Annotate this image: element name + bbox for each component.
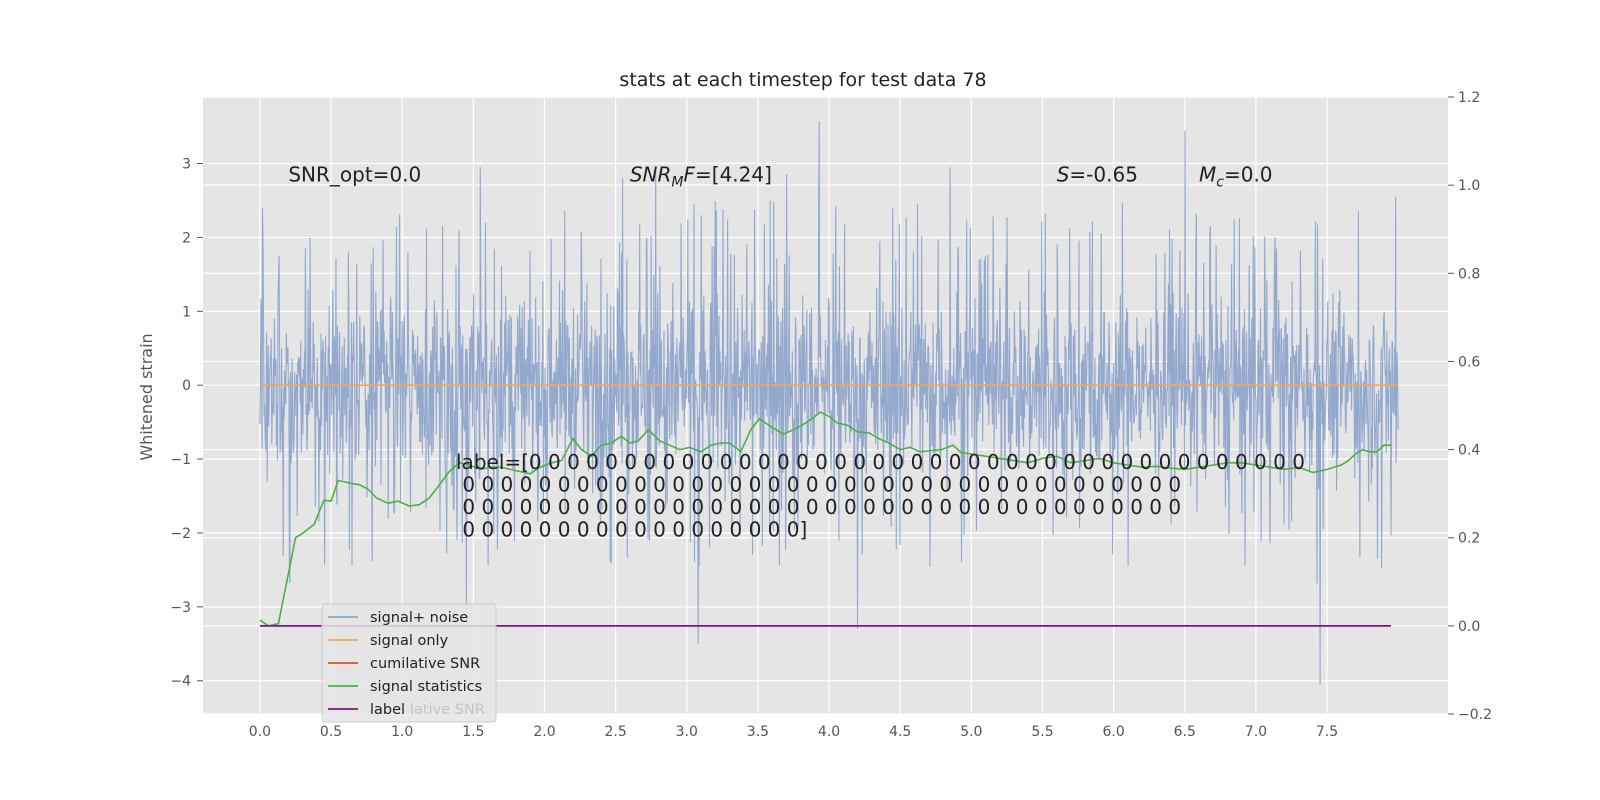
signal-statistics-line — [259, 411, 1392, 627]
y2-tick-label: 0.2 — [1458, 531, 1480, 547]
x-axis: 0.0 0.5 1.0 1.5 2.0 2.5 3.0 3.5 4.0 4.5 5.0 5.5 6.0 6… — [249, 724, 1338, 740]
x-tick-label: 5.0 — [960, 724, 982, 740]
annotation-part: =-0.65 — [1069, 163, 1138, 187]
y-axis-label: Whitened strain — [137, 333, 156, 460]
legend-box — [321, 603, 497, 723]
x-tick-label: 3.5 — [747, 724, 769, 740]
label-array-line: 0 0 0 0 0 0 0 0 0 0 0 0 0 0 0 0 0 0 0 0 … — [456, 495, 1181, 519]
x-tick-label: 7.0 — [1245, 724, 1267, 740]
legend-overlap-text: lative SNR — [410, 702, 485, 718]
label-array-line: 0 0 0 0 0 0 0 0 0 0 0 0 0 0 0 0 0 0] — [456, 518, 807, 542]
y-tick-label: −4 — [170, 674, 191, 690]
y2-tick-label: 0.8 — [1458, 266, 1480, 282]
x-tick-label: 0.0 — [249, 724, 271, 740]
y-tick-label: −1 — [170, 452, 191, 468]
legend-label: signal only — [370, 633, 449, 649]
x-tick-label: 2.0 — [533, 724, 555, 740]
y-axis-left: −4 −3 −2 −1 0 1 2 3 — [170, 157, 203, 690]
y-tick-label: 2 — [182, 230, 191, 246]
x-tick-label: 3.0 — [676, 724, 698, 740]
annotation-part: =[4.24] — [695, 163, 772, 187]
label-array-text: label=[0 0 0 0 0 0 0 0 0 0 0 0 0 0 0 0 0… — [456, 450, 1305, 542]
y2-tick-label: 0.4 — [1458, 443, 1480, 459]
signal-noise-series — [259, 121, 1399, 685]
legend-label: signal+ noise — [370, 610, 468, 626]
label-array-line: label=[0 0 0 0 0 0 0 0 0 0 0 0 0 0 0 0 0… — [456, 450, 1305, 474]
x-tick-label: 2.5 — [604, 724, 626, 740]
annotation-part: S — [1057, 163, 1070, 187]
y2-tick-label: 1.0 — [1458, 178, 1480, 194]
chart-title: stats at each timestep for test data 78 — [619, 69, 986, 91]
x-tick-label: 4.5 — [889, 724, 911, 740]
x-tick-label: 6.0 — [1102, 724, 1124, 740]
legend-label: signal statistics — [370, 679, 482, 695]
annotation-part: =0.0 — [1224, 163, 1273, 187]
label-array-line: 0 0 0 0 0 0 0 0 0 0 0 0 0 0 0 0 0 0 0 0 … — [456, 473, 1181, 497]
x-tick-label: 0.5 — [320, 724, 342, 740]
y-tick-label: −3 — [170, 600, 191, 616]
y-tick-label: −2 — [170, 526, 191, 542]
x-tick-label: 5.5 — [1031, 724, 1053, 740]
y2-tick-label: 0.0 — [1458, 619, 1480, 635]
y-tick-label: 3 — [182, 157, 191, 173]
annotation-part: M — [1199, 163, 1216, 187]
x-tick-label: 1.0 — [391, 724, 413, 740]
y2-tick-label: −0.2 — [1458, 707, 1492, 723]
annotation-text: S=-0.65 — [1057, 163, 1138, 187]
x-tick-label: 4.0 — [818, 724, 840, 740]
x-tick-label: 1.5 — [462, 724, 484, 740]
annotation-text: SNRMF=[4.24] — [630, 163, 772, 191]
x-tick-label: 7.5 — [1316, 724, 1338, 740]
y-tick-label: 1 — [182, 304, 191, 320]
y-axis-right: −0.2 0.0 0.2 0.4 0.6 0.8 1.0 1.2 — [1448, 90, 1492, 723]
legend-label: cumilative SNR — [370, 656, 480, 672]
annotation-subscript: M — [671, 175, 683, 191]
annotation-text: Mc=0.0 — [1199, 163, 1273, 191]
annotation-part: SNR — [630, 163, 672, 187]
annotation-part: F — [684, 163, 696, 187]
y2-tick-label: 0.6 — [1458, 354, 1480, 370]
legend: signal+ noise signal only cumilative SNR si… — [321, 603, 497, 723]
annotation-subscript: c — [1216, 175, 1224, 191]
y2-tick-label: 1.2 — [1458, 90, 1480, 106]
annotation-part: F=[4.24] — [684, 163, 772, 187]
y-tick-label: 0 — [182, 378, 191, 394]
legend-label: label — [370, 702, 405, 718]
x-tick-label: 6.5 — [1174, 724, 1196, 740]
annotations: SNR_opt=0.0 SNRMF=[4.24] S=-0.65 Mc=0.0 — [288, 163, 1272, 191]
signal-noise-line — [259, 121, 1399, 685]
annotation-text: SNR_opt=0.0 — [288, 163, 421, 187]
